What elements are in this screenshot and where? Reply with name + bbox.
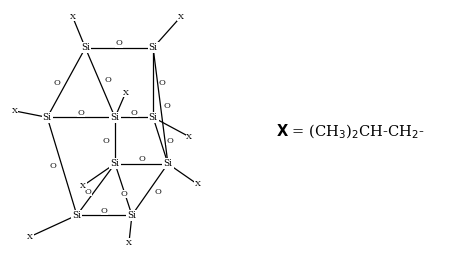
Text: Si: Si (111, 113, 120, 122)
Text: Si: Si (127, 211, 136, 220)
Text: $\mathbf{X}$ = (CH$_3$)$_2$CH-CH$_2$-: $\mathbf{X}$ = (CH$_3$)$_2$CH-CH$_2$- (276, 122, 424, 141)
Text: X: X (80, 181, 86, 190)
Text: O: O (138, 155, 145, 163)
Text: Si: Si (43, 113, 52, 122)
Text: Si: Si (149, 113, 158, 122)
Text: O: O (166, 136, 173, 144)
Text: X: X (123, 89, 129, 97)
Text: O: O (49, 162, 56, 170)
Text: O: O (130, 109, 137, 117)
Text: O: O (85, 188, 92, 196)
Text: O: O (77, 109, 85, 117)
Text: X: X (27, 232, 34, 241)
Text: Si: Si (81, 43, 90, 52)
Text: X: X (186, 133, 192, 141)
Text: X: X (70, 13, 76, 21)
Text: X: X (12, 107, 18, 115)
Text: O: O (53, 79, 60, 87)
Text: X: X (178, 13, 183, 21)
Text: Si: Si (164, 159, 173, 168)
Text: X: X (195, 180, 201, 188)
Text: O: O (104, 76, 111, 84)
Text: Si: Si (72, 211, 82, 220)
Text: O: O (102, 136, 109, 144)
Text: Si: Si (149, 43, 158, 52)
Text: O: O (154, 188, 161, 196)
Text: Si: Si (111, 159, 120, 168)
Text: O: O (120, 190, 127, 198)
Text: X: X (126, 239, 132, 247)
Text: O: O (116, 39, 123, 47)
Text: O: O (101, 206, 108, 215)
Text: O: O (159, 79, 166, 87)
Text: O: O (164, 102, 171, 110)
